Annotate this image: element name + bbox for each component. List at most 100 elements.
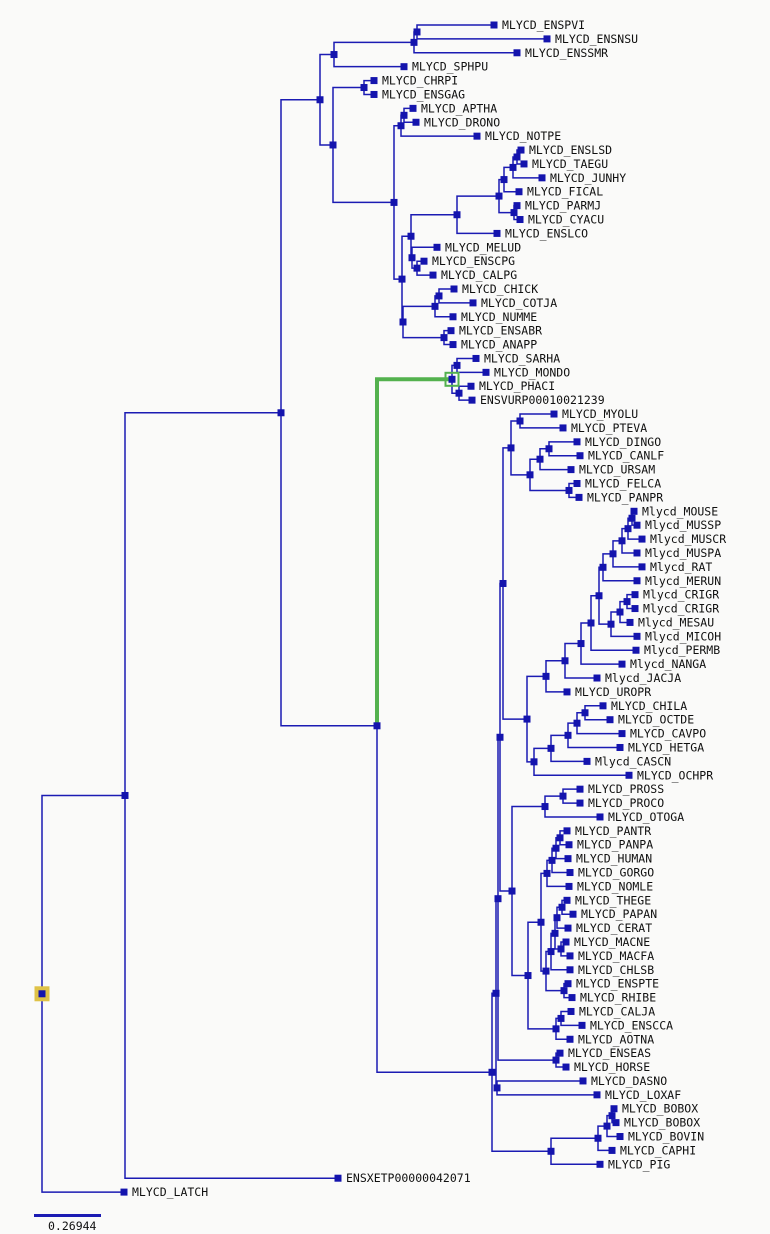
internal-node-marker[interactable] (561, 657, 569, 665)
leaf-node-marker[interactable] (550, 410, 558, 418)
internal-node-marker[interactable] (524, 972, 532, 980)
internal-node-marker[interactable] (499, 579, 507, 587)
internal-node-marker[interactable] (448, 375, 456, 383)
internal-node-marker[interactable] (557, 945, 565, 953)
internal-node-marker[interactable] (587, 619, 595, 627)
leaf-node-marker[interactable] (563, 827, 571, 835)
leaf-node-marker[interactable] (575, 493, 583, 501)
internal-node-marker[interactable] (558, 903, 566, 911)
internal-node-marker[interactable] (552, 1056, 560, 1064)
internal-node-marker[interactable] (431, 302, 439, 310)
internal-node-marker[interactable] (547, 1147, 555, 1155)
internal-node-marker[interactable] (545, 445, 553, 453)
internal-node-marker[interactable] (603, 1122, 611, 1130)
leaf-node-marker[interactable] (625, 771, 633, 779)
leaf-node-marker[interactable] (412, 118, 420, 126)
leaf-node-marker[interactable] (450, 285, 458, 293)
leaf-node-marker[interactable] (618, 730, 626, 738)
leaf-node-marker[interactable] (612, 1119, 620, 1127)
leaf-node-marker[interactable] (482, 368, 490, 376)
internal-node-marker[interactable] (513, 153, 521, 161)
leaf-node-marker[interactable] (334, 1174, 342, 1182)
leaf-node-marker[interactable] (608, 1146, 616, 1154)
leaf-node-marker[interactable] (565, 882, 573, 890)
internal-node-marker[interactable] (537, 918, 545, 926)
internal-node-marker[interactable] (559, 792, 567, 800)
leaf-node-marker[interactable] (449, 341, 457, 349)
internal-node-marker[interactable] (526, 471, 534, 479)
internal-node-marker[interactable] (492, 989, 500, 997)
internal-node-marker[interactable] (548, 856, 556, 864)
internal-node-marker[interactable] (455, 389, 463, 397)
internal-node-marker[interactable] (494, 895, 502, 903)
leaf-node-marker[interactable] (493, 229, 501, 237)
leaf-node-marker[interactable] (566, 1035, 574, 1043)
leaf-node-marker[interactable] (593, 674, 601, 682)
internal-node-marker[interactable] (623, 598, 631, 606)
leaf-node-marker[interactable] (567, 1007, 575, 1015)
leaf-node-marker[interactable] (638, 563, 646, 571)
internal-node-marker[interactable] (453, 361, 461, 369)
leaf-node-marker[interactable] (618, 660, 626, 668)
leaf-node-marker[interactable] (633, 577, 641, 585)
leaf-node-marker[interactable] (563, 688, 571, 696)
leaf-node-marker[interactable] (630, 507, 638, 515)
leaf-node-marker[interactable] (562, 938, 570, 946)
leaf-node-marker[interactable] (576, 452, 584, 460)
leaf-node-marker[interactable] (400, 63, 408, 71)
leaf-node-marker[interactable] (559, 424, 567, 432)
internal-node-marker[interactable] (413, 264, 421, 272)
leaf-node-marker[interactable] (513, 49, 521, 57)
leaf-node-marker[interactable] (516, 216, 524, 224)
leaf-node-marker[interactable] (596, 813, 604, 821)
leaf-node-marker[interactable] (564, 924, 572, 932)
leaf-node-marker[interactable] (573, 480, 581, 488)
internal-node-marker[interactable] (609, 550, 617, 558)
internal-node-marker[interactable] (542, 672, 550, 680)
internal-node-marker[interactable] (413, 28, 421, 36)
leaf-node-marker[interactable] (468, 396, 476, 404)
leaf-node-marker[interactable] (543, 35, 551, 43)
internal-node-marker[interactable] (360, 84, 368, 92)
leaf-node-marker[interactable] (515, 188, 523, 196)
leaf-node-marker[interactable] (120, 1188, 128, 1196)
internal-node-marker[interactable] (398, 275, 406, 283)
leaf-node-marker[interactable] (569, 910, 577, 918)
internal-node-marker[interactable] (628, 514, 636, 522)
leaf-node-marker[interactable] (593, 1091, 601, 1099)
internal-node-marker[interactable] (547, 744, 555, 752)
internal-node-marker[interactable] (410, 38, 418, 46)
internal-node-marker[interactable] (400, 111, 408, 119)
internal-node-marker[interactable] (594, 1134, 602, 1142)
internal-node-marker[interactable] (373, 722, 381, 730)
leaf-node-marker[interactable] (573, 438, 581, 446)
leaf-node-marker[interactable] (578, 1021, 586, 1029)
leaf-node-marker[interactable] (469, 299, 477, 307)
leaf-node-marker[interactable] (576, 785, 584, 793)
leaf-node-marker[interactable] (616, 1133, 624, 1141)
leaf-node-marker[interactable] (472, 354, 480, 362)
leaf-node-marker[interactable] (520, 160, 528, 168)
internal-node-marker[interactable] (573, 719, 581, 727)
internal-node-marker[interactable] (440, 334, 448, 342)
leaf-node-marker[interactable] (563, 896, 571, 904)
leaf-node-marker[interactable] (576, 799, 584, 807)
leaf-node-marker[interactable] (490, 21, 498, 29)
internal-node-marker[interactable] (507, 444, 515, 452)
internal-node-marker[interactable] (488, 1068, 496, 1076)
leaf-node-marker[interactable] (631, 591, 639, 599)
internal-node-marker[interactable] (556, 834, 564, 842)
leaf-node-marker[interactable] (538, 174, 546, 182)
internal-node-marker[interactable] (552, 844, 560, 852)
internal-node-marker[interactable] (121, 791, 129, 799)
internal-node-marker[interactable] (495, 192, 503, 200)
leaf-node-marker[interactable] (517, 146, 525, 154)
leaf-node-marker[interactable] (513, 202, 521, 210)
leaf-node-marker[interactable] (596, 1160, 604, 1168)
internal-node-marker[interactable] (542, 967, 550, 975)
internal-node-marker[interactable] (509, 163, 517, 171)
leaf-node-marker[interactable] (606, 716, 614, 724)
leaf-node-marker[interactable] (631, 605, 639, 613)
internal-node-marker[interactable] (516, 417, 524, 425)
leaf-node-marker[interactable] (449, 313, 457, 321)
